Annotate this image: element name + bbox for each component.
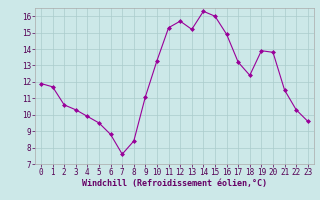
X-axis label: Windchill (Refroidissement éolien,°C): Windchill (Refroidissement éolien,°C) — [82, 179, 267, 188]
